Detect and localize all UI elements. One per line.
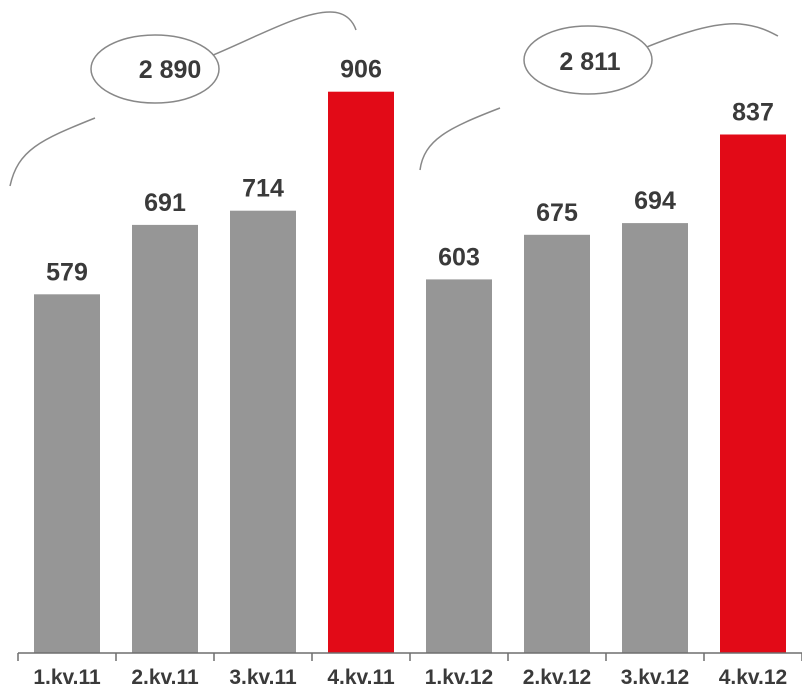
bar-value-label-2.kv.12: 675 [536,199,578,227]
category-label-2.kv.12: 2.kv.12 [523,666,592,689]
annotation-2012-bubble [523,25,653,95]
bar-value-label-1.kv.11: 579 [46,258,88,286]
x-axis-category-labels: 1.kv.11 2.kv.11 3.kv.11 4.kv.11 1.kv.12 2.kv.… [33,666,787,689]
category-label-3.kv.11: 3.kv.11 [229,666,297,689]
bar-3.kv.12 [622,223,688,653]
category-label-1.kv.11: 1.kv.11 [33,666,101,689]
annotation-2012-total-label: 2 811 [559,48,620,76]
category-label-2.kv.11: 2.kv.11 [131,666,199,689]
annotation-total-2011: 2 890 [9,11,357,187]
category-label-1.kv.12: 1.kv.12 [425,666,494,689]
bar-1.kv.11 [34,294,100,653]
bar-value-labels: 579 691 714 906 603 675 694 837 [46,56,774,287]
x-axis-ticks [17,653,802,661]
annotation-2012-bracket-curve [419,23,779,171]
annotation-2011-total-label: 2 890 [139,56,202,84]
bar-value-label-3.kv.11: 714 [242,175,284,203]
bar-2.kv.11 [132,224,198,653]
annotation-2011-bracket-curve [9,11,357,187]
category-label-3.kv.12: 3.kv.12 [621,666,690,689]
bar-3.kv.11 [230,210,296,653]
bar-value-label-4.kv.12: 837 [732,99,774,127]
bar-value-label-4.kv.11: 906 [340,56,382,84]
bar-4.kv.11 [328,91,394,653]
category-label-4.kv.11: 4.kv.11 [327,666,395,689]
bar-value-label-3.kv.12: 694 [634,187,676,215]
bar-value-label-1.kv.12: 603 [438,243,480,271]
annotation-2011-bubble [90,34,220,104]
bar-2.kv.12 [524,234,590,654]
bars-layer [34,91,786,654]
bar-4.kv.12 [720,134,786,653]
bar-value-label-2.kv.11: 691 [144,189,186,217]
category-label-4.kv.12: 4.kv.12 [719,666,788,689]
bar-1.kv.12 [426,279,492,653]
annotation-total-2012: 2 811 [419,23,779,171]
